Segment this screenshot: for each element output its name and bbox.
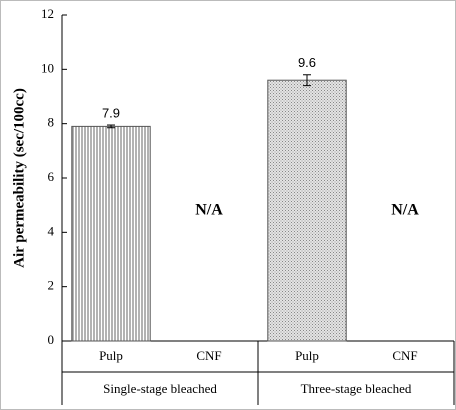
y-tick-label: 10 xyxy=(41,60,54,75)
y-tick-label: 2 xyxy=(48,278,55,293)
y-tick-label: 4 xyxy=(48,223,55,238)
y-axis-label: Air permeability (sec/100cc) xyxy=(11,88,27,268)
value-label: 9.6 xyxy=(298,55,316,70)
group-label: Three-stage bleached xyxy=(301,381,412,396)
y-tick-label: 6 xyxy=(48,169,55,184)
bar xyxy=(71,125,151,342)
x-tick-label: Pulp xyxy=(99,348,123,363)
y-tick-label: 12 xyxy=(41,6,54,21)
x-tick-label: CNF xyxy=(196,348,221,363)
y-tick-label: 0 xyxy=(48,332,55,347)
group-label: Single-stage bleached xyxy=(103,381,217,396)
x-tick-label: CNF xyxy=(392,348,417,363)
na-label: N/A xyxy=(391,201,419,218)
na-label: N/A xyxy=(195,201,223,218)
bar xyxy=(267,79,347,342)
x-tick-label: Pulp xyxy=(295,348,319,363)
value-label: 7.9 xyxy=(102,105,120,120)
y-tick-label: 8 xyxy=(48,115,55,130)
